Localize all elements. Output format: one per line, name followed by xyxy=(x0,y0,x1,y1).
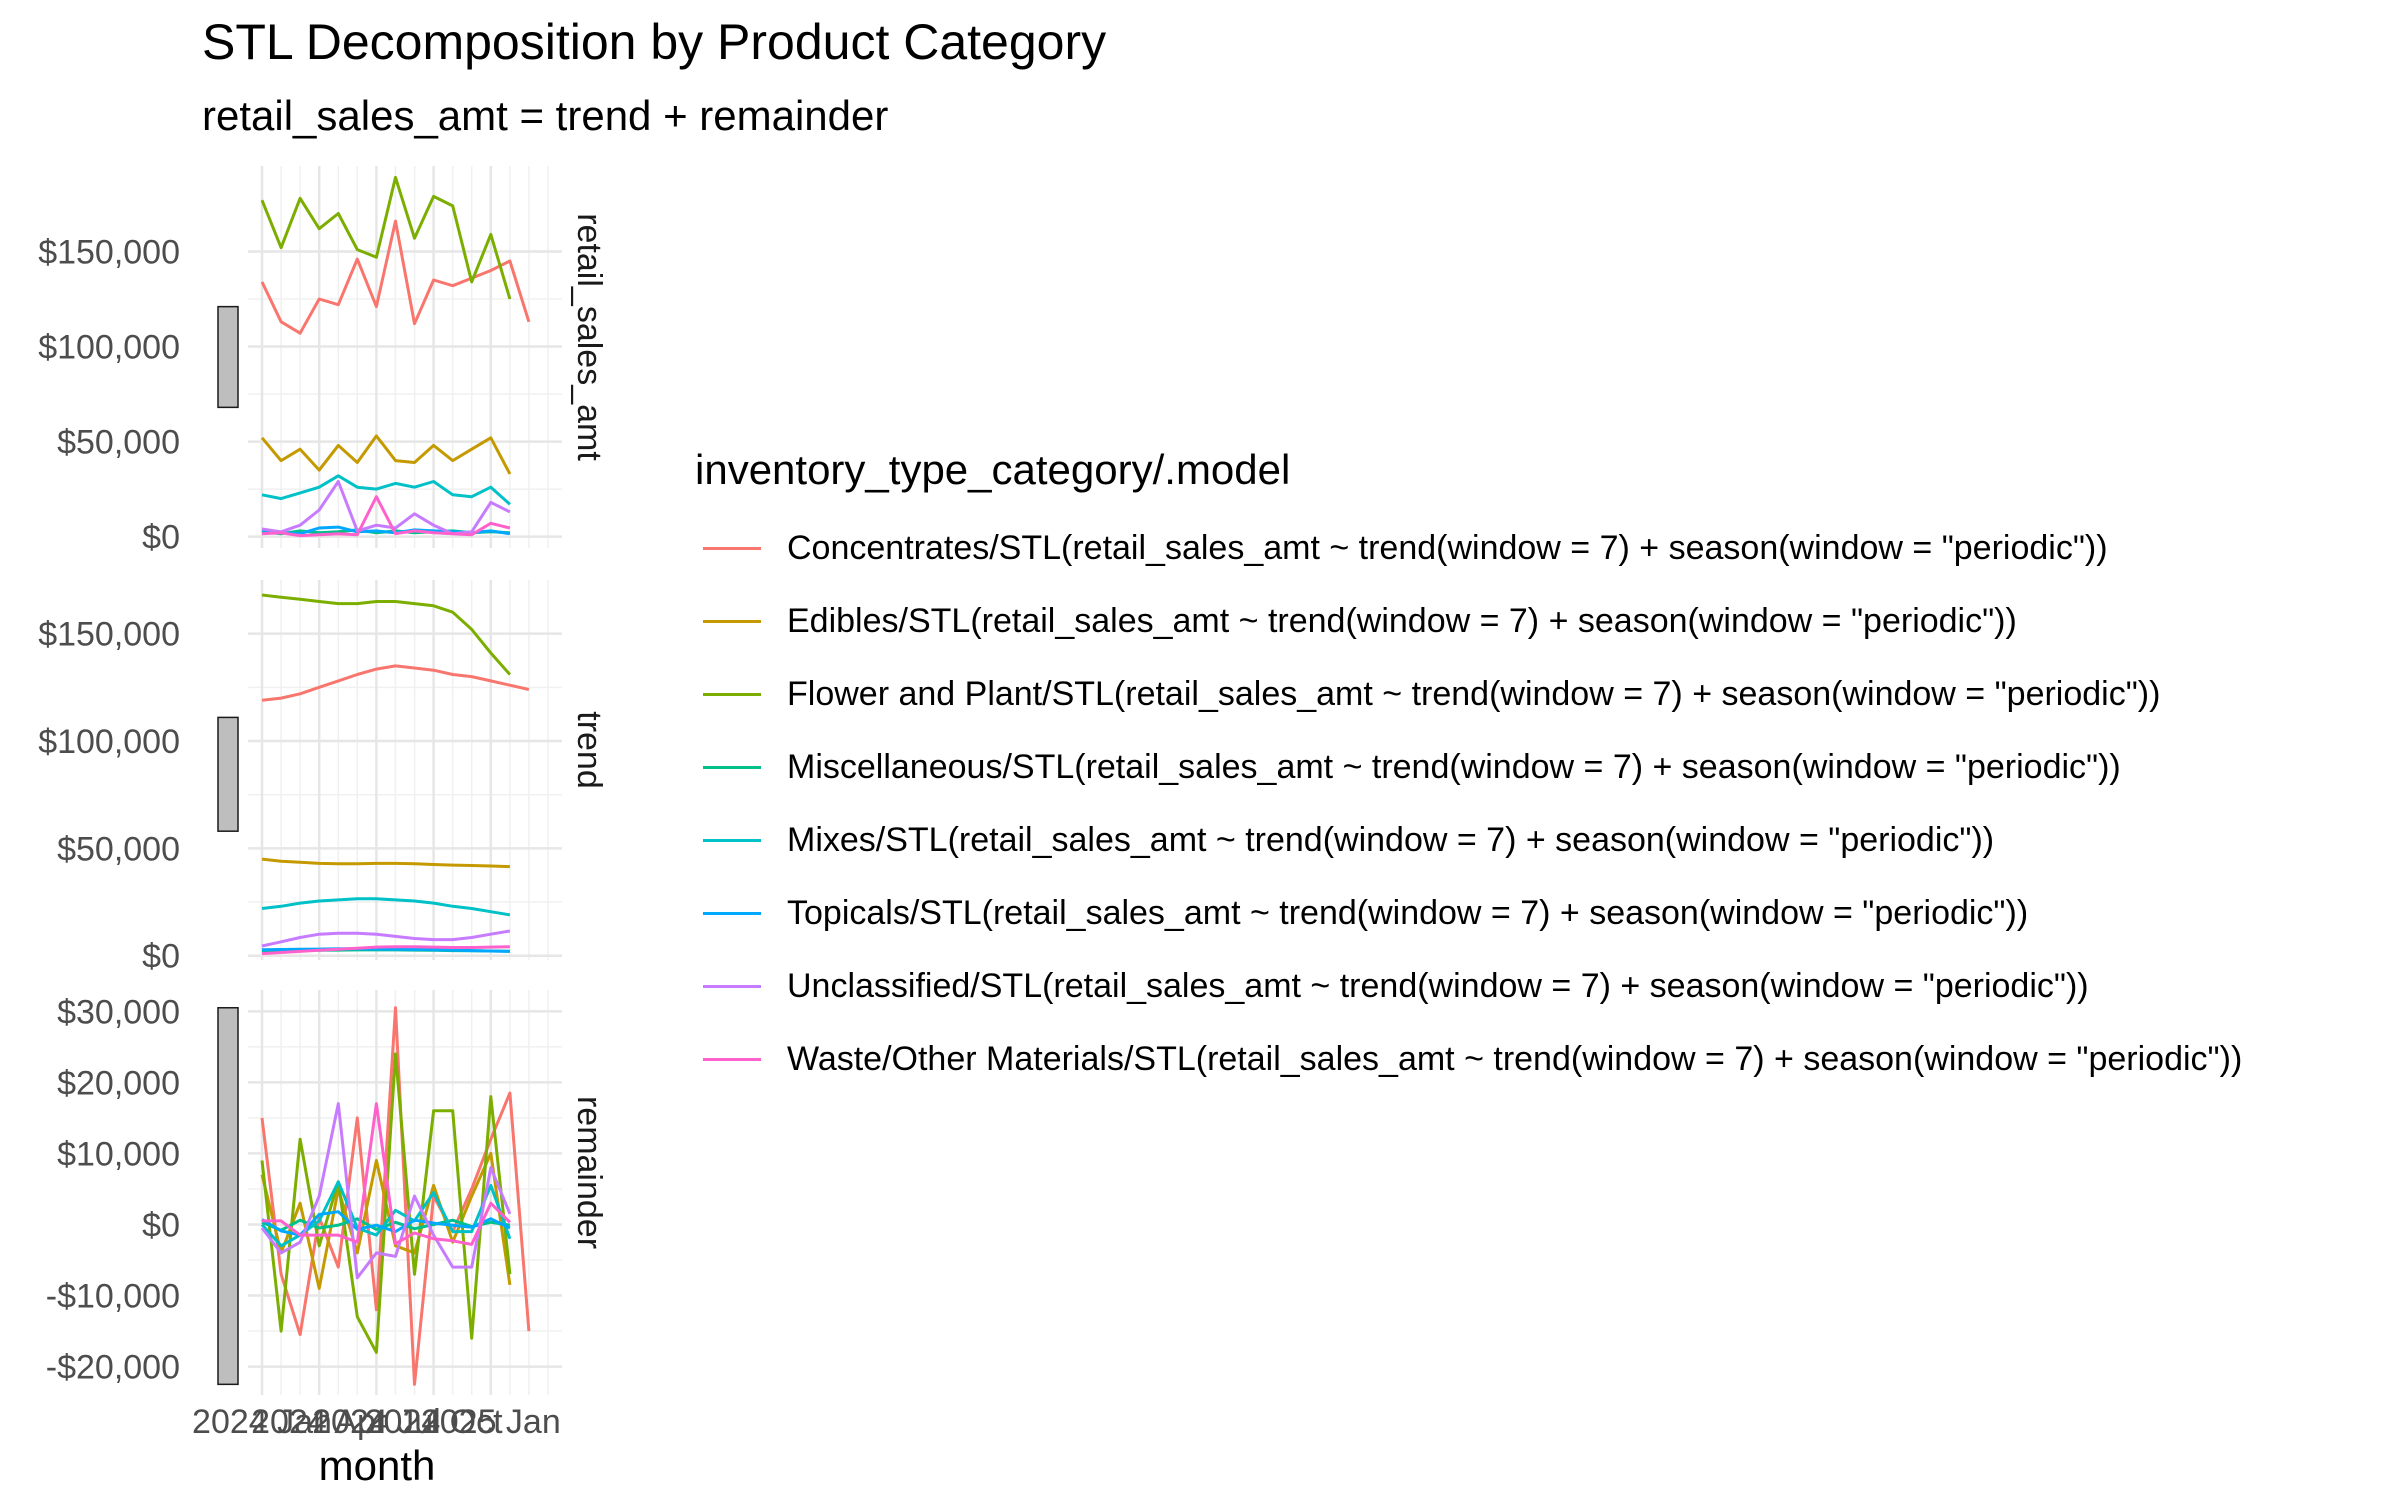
series-line xyxy=(261,897,511,917)
series-line xyxy=(260,1052,512,1354)
legend-key xyxy=(703,839,761,842)
y-tick-label: $10,000 xyxy=(57,1135,180,1173)
legend-label: Edibles/STL(retail_sales_amt ~ trend(win… xyxy=(787,602,2017,640)
stl-decomposition-chart: $0 $50,000 $100,000 $150,000 retail_sales_am… xyxy=(38,166,608,1489)
legend-key xyxy=(703,985,761,988)
legend-key xyxy=(703,1058,761,1061)
y-tick-label: $0 xyxy=(142,938,180,976)
legend-label: Concentrates/STL(retail_sales_amt ~ tren… xyxy=(787,529,2108,567)
series-line xyxy=(261,495,511,538)
legend-item: Concentrates/STL(retail_sales_amt ~ tren… xyxy=(695,512,2242,585)
series-line xyxy=(260,1006,531,1386)
legend-key xyxy=(703,620,761,623)
series-line xyxy=(261,664,530,702)
legend-key xyxy=(703,693,761,696)
legend-item: Flower and Plant/STL(retail_sales_amt ~ … xyxy=(695,658,2242,731)
legend-label: Unclassified/STL(retail_sales_amt ~ tren… xyxy=(787,967,2089,1005)
series-line xyxy=(261,929,511,948)
facet-strip-label: trend xyxy=(570,711,608,789)
legend-title: inventory_type_category/.model xyxy=(695,446,1291,493)
x-tick-label: 2024 Jan xyxy=(192,1403,332,1441)
legend-item: Unclassified/STL(retail_sales_amt ~ tren… xyxy=(695,950,2242,1023)
legend-label: Topicals/STL(retail_sales_amt ~ trend(wi… xyxy=(787,894,2029,932)
y-tick-label: $50,000 xyxy=(57,424,180,462)
legend-item: Topicals/STL(retail_sales_amt ~ trend(wi… xyxy=(695,877,2242,950)
scale-bar xyxy=(217,305,239,409)
series-line xyxy=(261,857,510,869)
facet-panel-remainder: -$20,000 -$10,000 $0 $10,000 $20,000 $30,000 r… xyxy=(46,990,608,1395)
y-tick-label: $100,000 xyxy=(38,723,180,761)
series-line xyxy=(260,175,512,300)
chart-title: STL Decomposition by Product Category xyxy=(202,14,1107,70)
series-line xyxy=(261,480,511,536)
legend-label: Waste/Other Materials/STL(retail_sales_a… xyxy=(787,1040,2243,1078)
series-line xyxy=(261,474,511,506)
legend-label: Mixes/STL(retail_sales_amt ~ trend(windo… xyxy=(787,821,1995,859)
legend: inventory_type_category/.model Concentra… xyxy=(695,440,2242,1096)
scale-bar xyxy=(217,716,239,832)
series-line xyxy=(260,219,531,335)
legend-item: Mixes/STL(retail_sales_amt ~ trend(windo… xyxy=(695,804,2242,877)
facet-panel-trend: $0 $50,000 $100,000 $150,000 trend xyxy=(38,580,608,976)
legend-label: Flower and Plant/STL(retail_sales_amt ~ … xyxy=(787,675,2161,713)
x-tick-label: 2024 Jul xyxy=(312,1403,441,1441)
y-tick-label: -$10,000 xyxy=(46,1278,180,1316)
legend-key xyxy=(703,547,761,550)
legend-key xyxy=(703,766,761,769)
y-tick-label: $20,000 xyxy=(57,1064,180,1102)
x-tick-label: 2024 Apr xyxy=(251,1403,387,1441)
y-tick-label: -$20,000 xyxy=(46,1349,180,1387)
facet-strip-label: retail_sales_amt xyxy=(570,213,608,461)
series-line xyxy=(261,593,512,676)
scale-bar xyxy=(217,1007,239,1386)
y-tick-label: $150,000 xyxy=(38,616,180,654)
legend-key xyxy=(703,912,761,915)
chart-subtitle: retail_sales_amt = trend + remainder xyxy=(202,92,889,139)
y-tick-label: $50,000 xyxy=(57,830,180,868)
y-tick-label: $0 xyxy=(142,519,180,557)
y-tick-label: $100,000 xyxy=(38,329,180,367)
facet-panel-retail_sales_amt: $0 $50,000 $100,000 $150,000 retail_sales_am… xyxy=(38,166,608,557)
series-line xyxy=(261,947,510,953)
y-tick-label: $30,000 xyxy=(57,993,180,1031)
legend-item: Waste/Other Materials/STL(retail_sales_a… xyxy=(695,1023,2242,1096)
y-tick-label: $150,000 xyxy=(38,234,180,272)
x-tick-label: 2025 Jan xyxy=(421,1403,561,1441)
legend-item: Edibles/STL(retail_sales_amt ~ trend(win… xyxy=(695,585,2242,658)
y-tick-label: $0 xyxy=(142,1206,180,1244)
x-axis-title: month xyxy=(319,1442,436,1489)
facet-strip-label: remainder xyxy=(570,1096,608,1249)
series-line xyxy=(261,945,510,956)
legend-label: Miscellaneous/STL(retail_sales_amt ~ tre… xyxy=(787,748,2121,786)
series-line xyxy=(262,1102,511,1246)
series-line xyxy=(260,434,512,475)
legend-item: Miscellaneous/STL(retail_sales_amt ~ tre… xyxy=(695,731,2242,804)
x-tick-label: 2024 Oct xyxy=(365,1403,504,1441)
